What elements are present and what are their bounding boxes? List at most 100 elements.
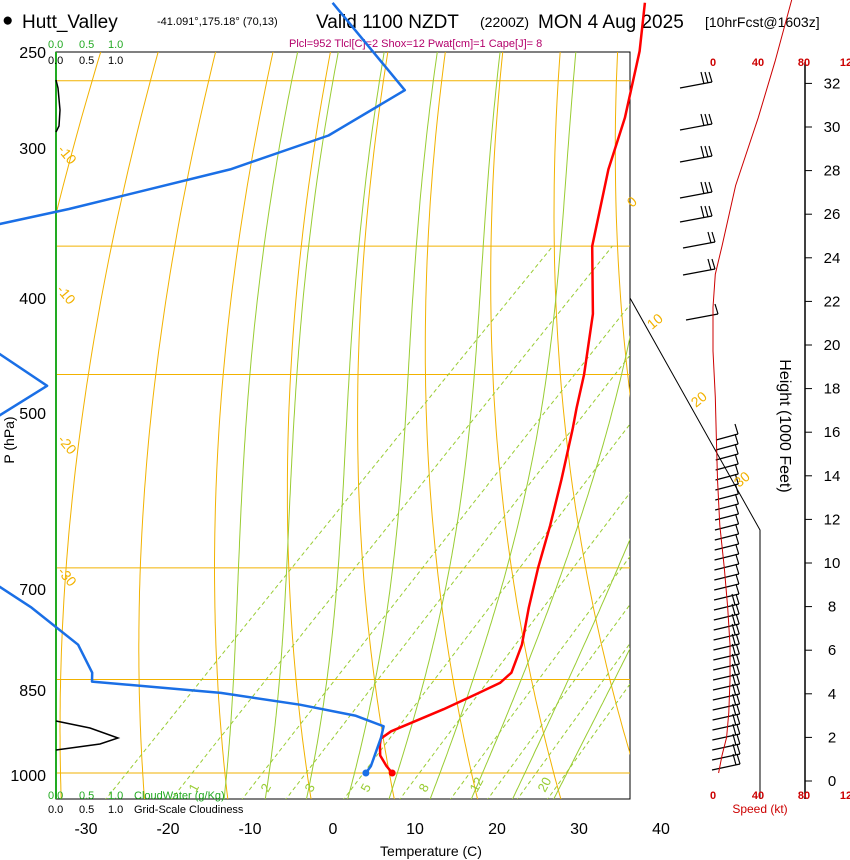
cloudwater-tick: 0.5 <box>79 790 94 802</box>
forecast-info: [10hrFcst@1603z] <box>705 14 820 30</box>
dry-adiabat <box>59 52 159 799</box>
surface-temperature-point <box>388 769 396 777</box>
x-tick-label: -30 <box>74 821 97 838</box>
moist-adiabat <box>305 52 385 799</box>
moist-adiabat <box>264 52 339 799</box>
cloudwater-tick: 1.0 <box>108 790 123 802</box>
wind-speed-profile <box>712 0 793 774</box>
p-tick-label: 700 <box>19 582 46 599</box>
cloudiness-tick: 0.0 <box>48 55 63 67</box>
mixing-ratio-line <box>241 303 630 799</box>
cloudwater-tick: 0.0 <box>48 39 63 51</box>
speed-axis-title: Speed (kt) <box>732 802 787 816</box>
wind-barb <box>682 231 716 249</box>
wind-barb <box>714 533 740 551</box>
wind-barb <box>679 113 713 131</box>
mixing-ratio-label: 5 <box>357 781 374 794</box>
wind-barb <box>715 423 739 441</box>
speed-tick-label: 40 <box>752 790 764 802</box>
height-tick-label: 4 <box>828 686 836 703</box>
mixing-ratio-line <box>105 245 554 799</box>
dry-adiabat-label: -10 <box>55 142 80 168</box>
height-tick-label: 6 <box>828 642 836 659</box>
wind-barb <box>714 523 740 541</box>
wind-barb <box>715 463 739 481</box>
dry-adiabat <box>138 52 217 799</box>
x-tick-label: 40 <box>652 821 670 838</box>
wind-barb <box>714 513 740 531</box>
mixing-ratio-line <box>399 492 630 799</box>
height-tick-label: 28 <box>824 163 841 180</box>
wind-panel-border <box>629 297 761 799</box>
height-tick-label: 30 <box>824 119 841 136</box>
cloudiness-tick: 1.0 <box>108 804 123 816</box>
cloudwater-tick: 0.5 <box>79 39 94 51</box>
speed-tick-label: 12 <box>840 790 850 802</box>
mixing-ratio-label: 12 <box>466 775 486 795</box>
mixing-ratio-line <box>450 555 630 799</box>
speed-tick-label: 80 <box>798 790 810 802</box>
p-tick-label: 400 <box>19 291 46 308</box>
dry-adiabat <box>0 0 78 801</box>
height-tick-label: 22 <box>824 293 841 310</box>
wind-barb <box>714 573 740 591</box>
mixing-ratio-line <box>516 642 630 799</box>
temperature-line <box>378 2 647 774</box>
cloudiness-profile <box>55 79 121 751</box>
mixing-ratio-label: 2 <box>257 781 274 794</box>
p-tick-label: 500 <box>19 406 46 423</box>
dry-adiabat-label: 30 <box>731 468 753 490</box>
cloudwater-legend: CloudWater (g/Kg) <box>134 790 225 802</box>
dry-adiabat <box>490 52 562 799</box>
height-tick-label: 8 <box>828 599 836 616</box>
x-tick-label: 0 <box>329 821 338 838</box>
p-tick-label: 300 <box>19 141 46 158</box>
height-axis-title: Height (1000 Feet) <box>776 359 793 492</box>
speed-tick-label: 80 <box>798 57 810 69</box>
height-tick-label: 20 <box>824 337 841 354</box>
valid-time: Valid 1100 NZDT <box>316 12 459 33</box>
wind-barb <box>679 71 713 89</box>
wind-barb <box>715 483 739 501</box>
cloudiness-tick: 0.5 <box>79 804 94 816</box>
mixing-ratio-label: 8 <box>415 781 432 794</box>
moist-adiabat <box>347 52 438 799</box>
station-name: Hutt_Valley <box>22 12 118 33</box>
height-tick-label: 16 <box>824 424 841 441</box>
wind-barb <box>714 553 740 571</box>
x-tick-label: 20 <box>488 821 506 838</box>
dewpoint-line <box>0 2 407 774</box>
utc-time: (2200Z) <box>480 14 529 30</box>
wind-barb <box>679 145 713 163</box>
height-tick-label: 18 <box>824 381 841 398</box>
p-tick-label: 850 <box>19 683 46 700</box>
speed-tick-label: 12 <box>840 57 850 69</box>
cloudiness-tick: 1.0 <box>108 55 123 67</box>
dry-adiabat <box>614 52 630 398</box>
sounding-params: Plcl=952 Tlcl[C]=2 Shox=12 Pwat[cm]=1 Ca… <box>289 38 542 50</box>
dry-adiabat-label: 0 <box>624 193 640 210</box>
p-tick-label: 1000 <box>10 768 46 785</box>
x-tick-label: 30 <box>570 821 588 838</box>
wind-barb <box>679 205 713 223</box>
speed-tick-label: 0 <box>710 790 716 802</box>
height-tick-label: 24 <box>824 250 841 267</box>
x-tick-label: -20 <box>156 821 179 838</box>
dry-adiabat <box>56 52 102 217</box>
surface-dewpoint-point <box>362 769 370 777</box>
moist-adiabat <box>553 647 630 799</box>
height-tick-label: 14 <box>824 468 841 485</box>
wind-barb <box>679 181 713 199</box>
wind-barb <box>714 503 740 521</box>
speed-tick-label: 40 <box>752 57 764 69</box>
dry-adiabat-label: -20 <box>55 432 80 458</box>
speed-tick-label: 0 <box>710 57 716 69</box>
mixing-ratio-line <box>171 245 613 799</box>
height-tick-label: 32 <box>824 75 841 92</box>
wind-barb <box>715 473 739 491</box>
dry-adiabat <box>214 52 274 799</box>
moist-adiabat <box>429 52 577 799</box>
wind-barb <box>682 258 716 276</box>
dry-adiabat-label: -10 <box>54 282 79 308</box>
